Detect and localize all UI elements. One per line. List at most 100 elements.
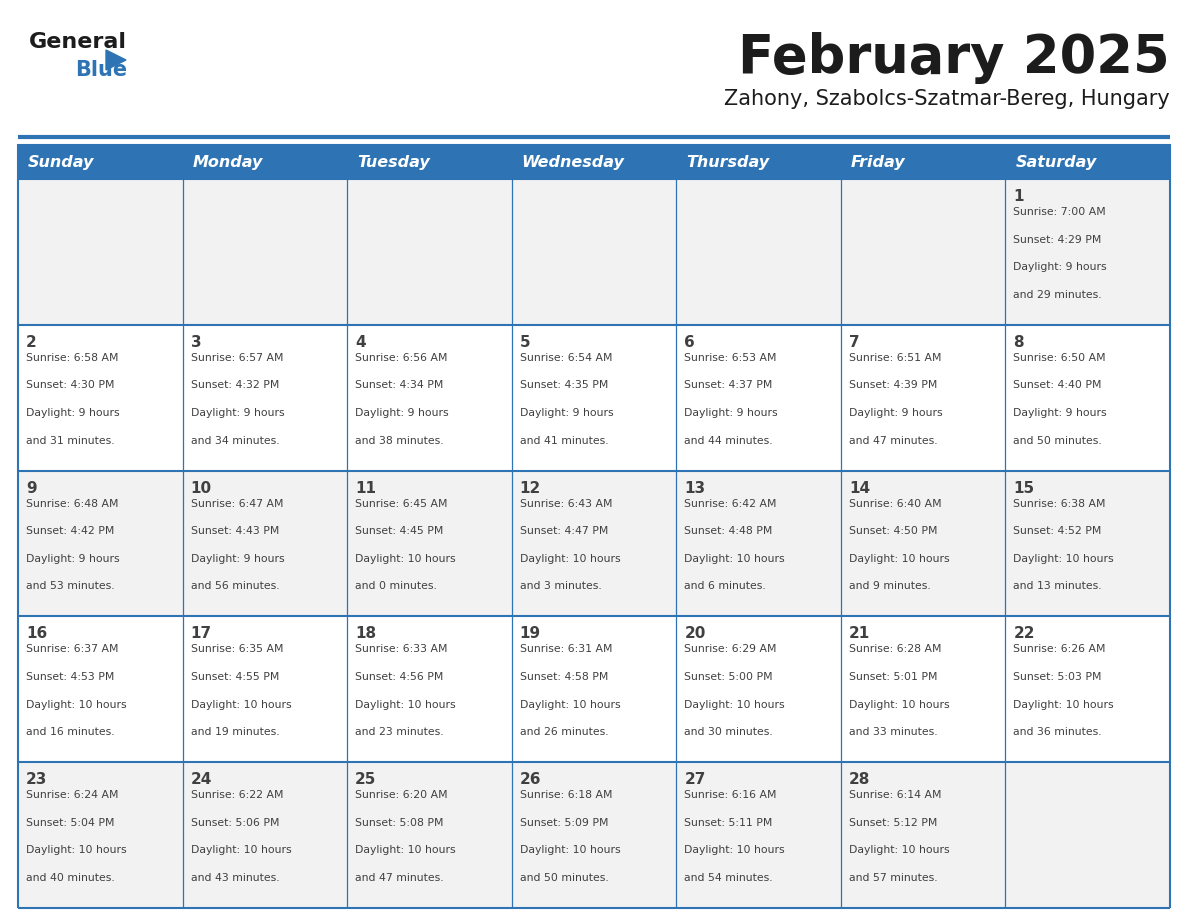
Text: Sunset: 4:52 PM: Sunset: 4:52 PM: [1013, 526, 1101, 536]
Text: Sunrise: 6:26 AM: Sunrise: 6:26 AM: [1013, 644, 1106, 655]
Text: Sunrise: 6:42 AM: Sunrise: 6:42 AM: [684, 498, 777, 509]
Text: 19: 19: [519, 626, 541, 642]
Text: and 54 minutes.: and 54 minutes.: [684, 873, 773, 883]
Text: and 47 minutes.: and 47 minutes.: [355, 873, 444, 883]
Text: Sunrise: 6:29 AM: Sunrise: 6:29 AM: [684, 644, 777, 655]
Text: and 26 minutes.: and 26 minutes.: [519, 727, 608, 737]
Text: Sunset: 5:00 PM: Sunset: 5:00 PM: [684, 672, 773, 682]
Text: Thursday: Thursday: [687, 154, 770, 170]
Text: Daylight: 10 hours: Daylight: 10 hours: [355, 845, 456, 856]
Text: Sunrise: 6:18 AM: Sunrise: 6:18 AM: [519, 790, 612, 800]
Text: Sunset: 4:53 PM: Sunset: 4:53 PM: [26, 672, 114, 682]
Text: Sunrise: 6:22 AM: Sunrise: 6:22 AM: [190, 790, 283, 800]
Text: and 0 minutes.: and 0 minutes.: [355, 581, 437, 591]
Text: Sunrise: 6:43 AM: Sunrise: 6:43 AM: [519, 498, 612, 509]
Text: Daylight: 9 hours: Daylight: 9 hours: [849, 408, 942, 418]
Text: Daylight: 10 hours: Daylight: 10 hours: [849, 554, 949, 564]
Text: Daylight: 10 hours: Daylight: 10 hours: [519, 554, 620, 564]
Text: Daylight: 10 hours: Daylight: 10 hours: [684, 845, 785, 856]
Text: Daylight: 10 hours: Daylight: 10 hours: [684, 700, 785, 710]
Text: Daylight: 9 hours: Daylight: 9 hours: [519, 408, 613, 418]
Text: Daylight: 9 hours: Daylight: 9 hours: [355, 408, 449, 418]
Text: 12: 12: [519, 481, 541, 496]
Text: 3: 3: [190, 335, 201, 350]
Text: and 34 minutes.: and 34 minutes.: [190, 435, 279, 445]
Text: Sunset: 4:45 PM: Sunset: 4:45 PM: [355, 526, 443, 536]
Text: 6: 6: [684, 335, 695, 350]
Text: and 23 minutes.: and 23 minutes.: [355, 727, 444, 737]
Text: Sunset: 5:06 PM: Sunset: 5:06 PM: [190, 818, 279, 828]
Text: Daylight: 10 hours: Daylight: 10 hours: [26, 700, 127, 710]
Text: Sunrise: 6:38 AM: Sunrise: 6:38 AM: [1013, 498, 1106, 509]
Text: Sunset: 4:34 PM: Sunset: 4:34 PM: [355, 380, 443, 390]
Text: Sunrise: 6:50 AM: Sunrise: 6:50 AM: [1013, 353, 1106, 363]
Text: Sunrise: 6:24 AM: Sunrise: 6:24 AM: [26, 790, 119, 800]
Text: 28: 28: [849, 772, 871, 788]
Text: Daylight: 10 hours: Daylight: 10 hours: [26, 845, 127, 856]
Text: Sunrise: 6:53 AM: Sunrise: 6:53 AM: [684, 353, 777, 363]
Text: Sunrise: 6:54 AM: Sunrise: 6:54 AM: [519, 353, 612, 363]
Text: 26: 26: [519, 772, 542, 788]
Text: 2: 2: [26, 335, 37, 350]
Text: Sunrise: 6:57 AM: Sunrise: 6:57 AM: [190, 353, 283, 363]
Text: Daylight: 10 hours: Daylight: 10 hours: [519, 700, 620, 710]
Text: Daylight: 9 hours: Daylight: 9 hours: [26, 408, 120, 418]
Text: 8: 8: [1013, 335, 1024, 350]
Text: Sunset: 4:39 PM: Sunset: 4:39 PM: [849, 380, 937, 390]
Text: Sunset: 4:37 PM: Sunset: 4:37 PM: [684, 380, 772, 390]
Text: Sunset: 4:42 PM: Sunset: 4:42 PM: [26, 526, 114, 536]
Text: 7: 7: [849, 335, 859, 350]
Text: and 31 minutes.: and 31 minutes.: [26, 435, 114, 445]
Text: 20: 20: [684, 626, 706, 642]
Text: 17: 17: [190, 626, 211, 642]
Text: Zahony, Szabolcs-Szatmar-Bereg, Hungary: Zahony, Szabolcs-Szatmar-Bereg, Hungary: [725, 89, 1170, 109]
Text: Sunrise: 6:47 AM: Sunrise: 6:47 AM: [190, 498, 283, 509]
Text: Friday: Friday: [851, 154, 905, 170]
Text: and 16 minutes.: and 16 minutes.: [26, 727, 114, 737]
Text: Sunset: 5:04 PM: Sunset: 5:04 PM: [26, 818, 114, 828]
Text: Sunset: 5:11 PM: Sunset: 5:11 PM: [684, 818, 772, 828]
Bar: [18, 616, 1170, 762]
Bar: [18, 179, 1170, 325]
Text: Daylight: 9 hours: Daylight: 9 hours: [190, 408, 284, 418]
Text: and 33 minutes.: and 33 minutes.: [849, 727, 937, 737]
Text: Sunrise: 7:00 AM: Sunrise: 7:00 AM: [1013, 207, 1106, 217]
Text: Tuesday: Tuesday: [358, 154, 430, 170]
Text: Daylight: 10 hours: Daylight: 10 hours: [684, 554, 785, 564]
Text: Monday: Monday: [192, 154, 263, 170]
Text: Sunset: 5:01 PM: Sunset: 5:01 PM: [849, 672, 937, 682]
Text: Sunset: 4:47 PM: Sunset: 4:47 PM: [519, 526, 608, 536]
Text: 15: 15: [1013, 481, 1035, 496]
Text: and 9 minutes.: and 9 minutes.: [849, 581, 930, 591]
Text: 9: 9: [26, 481, 37, 496]
Text: 22: 22: [1013, 626, 1035, 642]
Text: Daylight: 10 hours: Daylight: 10 hours: [355, 554, 456, 564]
Text: Sunday: Sunday: [29, 154, 94, 170]
Text: and 6 minutes.: and 6 minutes.: [684, 581, 766, 591]
Text: Sunrise: 6:51 AM: Sunrise: 6:51 AM: [849, 353, 941, 363]
Text: and 56 minutes.: and 56 minutes.: [190, 581, 279, 591]
Text: and 41 minutes.: and 41 minutes.: [519, 435, 608, 445]
Text: 1: 1: [1013, 189, 1024, 204]
Text: and 57 minutes.: and 57 minutes.: [849, 873, 937, 883]
Text: Daylight: 10 hours: Daylight: 10 hours: [849, 700, 949, 710]
Text: Sunrise: 6:35 AM: Sunrise: 6:35 AM: [190, 644, 283, 655]
Text: Sunset: 5:12 PM: Sunset: 5:12 PM: [849, 818, 937, 828]
Text: Sunset: 4:32 PM: Sunset: 4:32 PM: [190, 380, 279, 390]
Text: Sunset: 4:55 PM: Sunset: 4:55 PM: [190, 672, 279, 682]
Text: 18: 18: [355, 626, 377, 642]
Text: and 50 minutes.: and 50 minutes.: [519, 873, 608, 883]
Text: Sunset: 5:09 PM: Sunset: 5:09 PM: [519, 818, 608, 828]
Text: Sunset: 4:50 PM: Sunset: 4:50 PM: [849, 526, 937, 536]
Text: Daylight: 10 hours: Daylight: 10 hours: [1013, 554, 1114, 564]
Text: Sunset: 4:56 PM: Sunset: 4:56 PM: [355, 672, 443, 682]
Text: Daylight: 10 hours: Daylight: 10 hours: [1013, 700, 1114, 710]
Text: 24: 24: [190, 772, 211, 788]
Text: Sunrise: 6:45 AM: Sunrise: 6:45 AM: [355, 498, 448, 509]
Text: Daylight: 10 hours: Daylight: 10 hours: [190, 700, 291, 710]
Text: February 2025: February 2025: [739, 32, 1170, 84]
Bar: [18, 471, 1170, 616]
Text: Sunset: 4:35 PM: Sunset: 4:35 PM: [519, 380, 608, 390]
Text: Sunrise: 6:33 AM: Sunrise: 6:33 AM: [355, 644, 448, 655]
Text: Sunrise: 6:56 AM: Sunrise: 6:56 AM: [355, 353, 448, 363]
